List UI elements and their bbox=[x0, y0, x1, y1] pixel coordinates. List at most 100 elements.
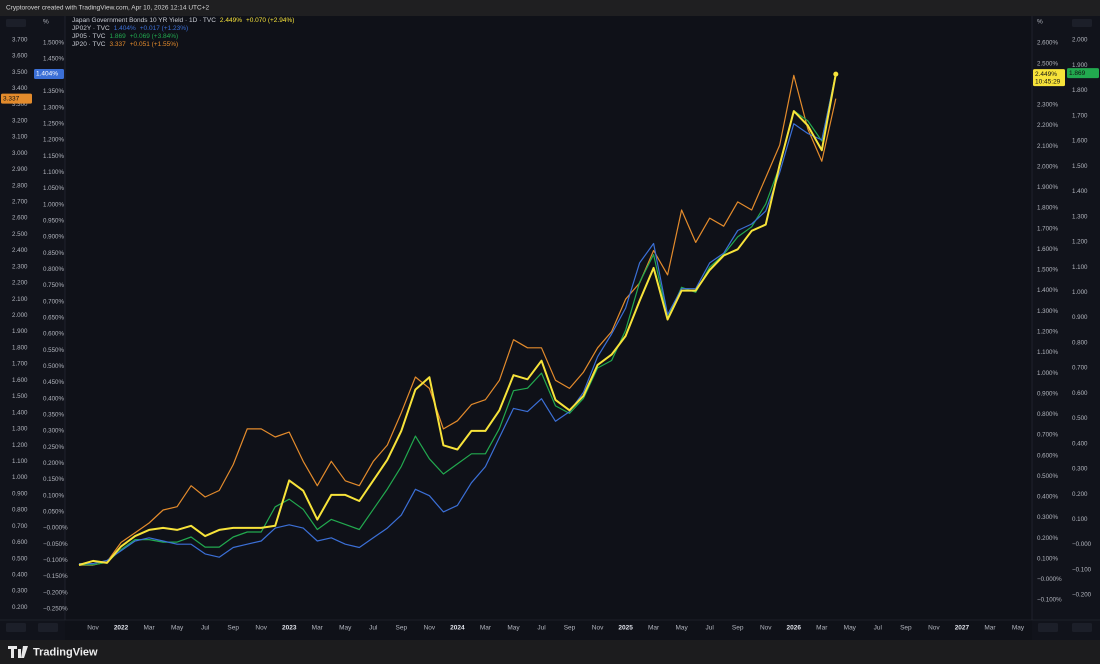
y-tick-label: 2.000% bbox=[1037, 163, 1058, 170]
y-tick-label: 0.300 bbox=[1072, 466, 1088, 473]
y-tick-label: 2.200% bbox=[1037, 122, 1058, 129]
y-tick-label: 0.800 bbox=[1072, 339, 1088, 346]
x-tick-label: May bbox=[339, 625, 352, 632]
y-tick-label: 0.400% bbox=[43, 395, 64, 402]
last-point bbox=[833, 71, 839, 77]
axis-unit: % bbox=[1037, 19, 1043, 26]
y-tick-label: 0.100% bbox=[43, 492, 64, 499]
y-tick-label: 3.400 bbox=[12, 85, 28, 92]
y-tick-label: 2.500% bbox=[1037, 60, 1058, 67]
y-tick-label: 1.050% bbox=[43, 185, 64, 192]
y-tick-label: 1.400 bbox=[1072, 188, 1088, 195]
x-tick-label: Mar bbox=[648, 625, 660, 632]
y-tick-label: 1.200% bbox=[43, 137, 64, 144]
series-line bbox=[78, 74, 837, 566]
x-tick-label: Sep bbox=[732, 625, 744, 632]
y-tick-label: 1.350% bbox=[43, 88, 64, 95]
price-tag-label: 3.337 bbox=[3, 95, 20, 102]
y-tick-label: 0.100 bbox=[1072, 516, 1088, 523]
y-tick-label: 1.100% bbox=[1037, 349, 1058, 356]
axis-button[interactable] bbox=[6, 623, 26, 632]
y-tick-label: 1.000 bbox=[12, 474, 28, 481]
y-tick-label: 0.800 bbox=[12, 507, 28, 514]
x-tick-label: Sep bbox=[900, 625, 912, 632]
y-tick-label: 3.500 bbox=[12, 69, 28, 76]
y-tick-label: −0.050% bbox=[43, 541, 68, 548]
x-tick-label: Jul bbox=[369, 625, 378, 632]
y-tick-label: 1.000 bbox=[1072, 289, 1088, 296]
legend-name: JP20 · TVC bbox=[72, 41, 106, 48]
y-tick-label: 0.950% bbox=[43, 217, 64, 224]
x-tick-label: Sep bbox=[396, 625, 408, 632]
y-tick-label: 1.900% bbox=[1037, 184, 1058, 191]
y-tick-label: 1.100% bbox=[43, 169, 64, 176]
series-line bbox=[79, 74, 837, 566]
y-tick-label: 2.700 bbox=[12, 199, 28, 206]
y-tick-label: 1.300% bbox=[43, 104, 64, 111]
legend-name: JP05 · TVC bbox=[72, 33, 106, 40]
y-tick-label: 1.700% bbox=[1037, 225, 1058, 232]
y-tick-label: −0.200 bbox=[1072, 592, 1092, 599]
price-tag bbox=[34, 68, 64, 79]
y-tick-label: −0.250% bbox=[43, 606, 68, 613]
x-tick-label: Nov bbox=[928, 625, 940, 632]
y-tick-label: 0.600% bbox=[1037, 452, 1058, 459]
y-tick-label: 0.700 bbox=[12, 523, 28, 530]
countdown: 10:45:29 bbox=[1035, 78, 1061, 85]
legend: Japan Government Bonds 10 YR Yield · 1D … bbox=[72, 17, 298, 49]
y-tick-label: 2.500 bbox=[12, 231, 28, 238]
legend-value: 2.449% bbox=[219, 17, 242, 24]
y-tick-label: −0.150% bbox=[43, 573, 68, 580]
y-tick-label: −0.000% bbox=[43, 525, 68, 532]
y-tick-label: −0.100% bbox=[43, 557, 68, 564]
y-tick-label: 3.300 bbox=[12, 101, 28, 108]
axis-button[interactable] bbox=[38, 623, 58, 632]
legend-row[interactable]: JP05 · TVC 1.869 +0.069 (+3.84%) bbox=[72, 33, 298, 41]
y-tick-label: 1.600% bbox=[1037, 246, 1058, 253]
y-tick-label: 1.200 bbox=[12, 442, 28, 449]
price-tag bbox=[1033, 69, 1065, 87]
x-tick-label: Nov bbox=[87, 625, 99, 632]
y-tick-label: 1.500 bbox=[12, 393, 28, 400]
x-tick-label: Nov bbox=[760, 625, 772, 632]
y-tick-label: 1.400 bbox=[12, 409, 28, 416]
y-tick-label: 1.300% bbox=[1037, 308, 1058, 315]
y-tick-label: 1.900 bbox=[12, 328, 28, 335]
axis-button[interactable] bbox=[1072, 19, 1092, 27]
x-tick-label: 2026 bbox=[787, 625, 802, 632]
y-tick-label: 1.150% bbox=[43, 153, 64, 160]
legend-row[interactable]: JP02Y · TVC 1.404% +0.017 (+1.23%) bbox=[72, 25, 298, 33]
x-tick-label: Mar bbox=[816, 625, 828, 632]
legend-row[interactable]: JP20 · TVC 3.337 +0.051 (+1.55%) bbox=[72, 41, 298, 49]
x-tick-label: Jul bbox=[201, 625, 210, 632]
y-tick-label: 0.200% bbox=[1037, 535, 1058, 542]
price-tag-label: 1.869 bbox=[1069, 70, 1086, 77]
x-tick-label: 2025 bbox=[618, 625, 633, 632]
y-tick-label: 0.400 bbox=[1072, 440, 1088, 447]
legend-name: Japan Government Bonds 10 YR Yield · 1D … bbox=[72, 17, 216, 24]
axis-button[interactable] bbox=[1038, 623, 1058, 632]
y-tick-label: 0.600 bbox=[12, 539, 28, 546]
y-tick-label: 2.100% bbox=[1037, 143, 1058, 150]
y-tick-label: 0.650% bbox=[43, 314, 64, 321]
axis-button[interactable] bbox=[1072, 623, 1092, 632]
y-tick-label: 1.200% bbox=[1037, 328, 1058, 335]
y-tick-label: −0.000 bbox=[1072, 541, 1092, 548]
y-tick-label: 1.300 bbox=[1072, 213, 1088, 220]
x-tick-label: May bbox=[844, 625, 857, 632]
y-tick-label: 0.800% bbox=[43, 266, 64, 273]
y-tick-label: 2.600% bbox=[1037, 40, 1058, 47]
y-tick-label: 2.200 bbox=[12, 280, 28, 287]
y-tick-label: 1.200 bbox=[1072, 239, 1088, 246]
axis-button[interactable] bbox=[6, 19, 26, 27]
y-tick-label: 2.000 bbox=[12, 312, 28, 319]
x-tick-label: 2024 bbox=[450, 625, 465, 632]
y-tick-label: 2.400 bbox=[12, 247, 28, 254]
y-tick-label: −0.100 bbox=[1072, 566, 1092, 573]
y-tick-label: 0.800% bbox=[1037, 411, 1058, 418]
y-tick-label: 1.600 bbox=[1072, 138, 1088, 145]
legend-row[interactable]: Japan Government Bonds 10 YR Yield · 1D … bbox=[72, 17, 298, 25]
y-tick-label: 0.050% bbox=[43, 509, 64, 516]
y-tick-label: 2.800 bbox=[12, 182, 28, 189]
